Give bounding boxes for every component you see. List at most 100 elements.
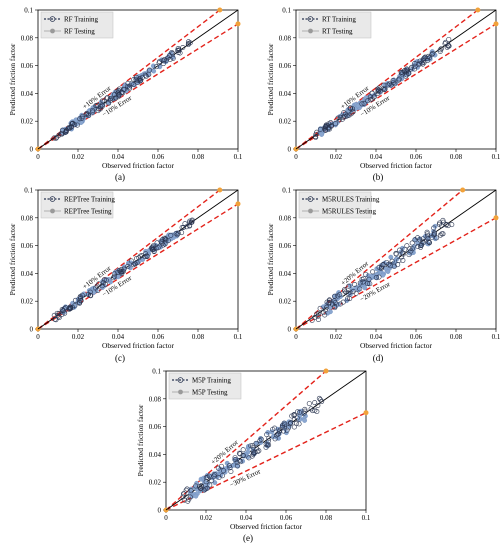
training-point — [182, 221, 188, 227]
training-point — [352, 282, 358, 288]
upper-end-marker — [217, 187, 223, 193]
training-point — [272, 436, 278, 442]
training-point — [281, 422, 287, 428]
legend-training-label: M5P Training — [192, 377, 231, 385]
training-point — [317, 397, 323, 403]
training-point — [309, 317, 315, 323]
legend-testing-label: RF Testing — [64, 28, 95, 36]
training-point — [437, 48, 443, 54]
training-point — [113, 95, 119, 101]
training-point — [409, 240, 415, 246]
legend-testing-marker — [308, 28, 313, 34]
training-point — [425, 239, 431, 245]
training-point — [72, 297, 78, 303]
x-tick-label: 0.08 — [192, 153, 205, 161]
testing-point — [127, 265, 133, 271]
y-tick-label: 0.04 — [279, 270, 292, 278]
training-point — [417, 58, 423, 64]
training-point — [399, 69, 405, 75]
testing-point — [319, 132, 325, 137]
x-tick-label: 0.06 — [410, 333, 423, 341]
training-point — [342, 288, 348, 294]
training-point — [437, 232, 443, 238]
training-point — [121, 86, 127, 92]
training-point — [206, 473, 212, 479]
training-point — [221, 468, 227, 474]
training-point — [215, 465, 221, 471]
y-tick-label: 0 — [288, 146, 292, 154]
lower-error-line — [295, 23, 497, 150]
training-point — [366, 276, 372, 282]
training-point — [132, 261, 138, 267]
training-point — [162, 236, 168, 242]
legend-training-label: REPTree Training — [64, 196, 115, 204]
training-point — [289, 413, 295, 419]
training-point — [404, 67, 410, 73]
training-point — [415, 235, 421, 241]
legend-training-label: M5RULES Training — [322, 196, 380, 204]
training-point — [131, 81, 137, 87]
training-point — [380, 262, 386, 268]
training-point — [429, 234, 435, 240]
training-point — [227, 465, 233, 471]
testing-point — [362, 285, 368, 291]
testing-point — [193, 493, 199, 499]
training-point — [316, 311, 322, 317]
testing-point — [388, 254, 394, 260]
x-tick-label: 0 — [294, 153, 298, 161]
training-point — [361, 100, 367, 106]
x-tick-label: 0.08 — [450, 153, 463, 161]
training-point — [98, 104, 104, 110]
training-point — [347, 105, 353, 111]
training-point — [389, 258, 395, 264]
training-point — [431, 225, 437, 231]
chart-panel-2: 0 0.02 0.04 0.06 0.08 0.1 0 0.02 0.04 0.06 0.08 0.1… — [8, 187, 243, 364]
training-point — [420, 61, 426, 67]
training-point — [291, 411, 297, 417]
training-point — [51, 135, 57, 141]
training-point — [365, 281, 371, 287]
training-point — [314, 129, 320, 135]
training-point — [281, 420, 287, 426]
training-point — [336, 117, 342, 123]
training-point — [240, 447, 246, 453]
training-point — [438, 46, 444, 52]
x-tick-label: 0.02 — [330, 333, 343, 341]
training-point — [347, 296, 353, 302]
training-point — [189, 217, 195, 223]
training-point — [238, 459, 244, 465]
training-point — [404, 243, 410, 249]
training-point — [421, 58, 427, 64]
training-point — [420, 238, 426, 244]
legend-training-marker — [307, 16, 314, 22]
x-tick-label: 0 — [36, 333, 40, 341]
training-point — [67, 304, 73, 310]
training-point — [137, 75, 143, 81]
training-point — [327, 297, 333, 303]
training-point — [399, 71, 405, 77]
training-point — [95, 102, 101, 108]
x-tick-label: 0.02 — [330, 153, 343, 161]
training-point — [121, 266, 127, 272]
y-tick-label: 0.04 — [149, 451, 162, 459]
training-point — [154, 240, 160, 246]
plot-frame — [295, 9, 497, 150]
y-tick-label: 0.08 — [279, 34, 292, 42]
training-point — [161, 235, 167, 241]
training-point — [169, 50, 175, 56]
training-point — [408, 65, 414, 71]
y-tick-label: 0.04 — [21, 270, 34, 278]
training-point — [430, 50, 436, 56]
training-point — [390, 78, 396, 84]
y-tick-label: 0.06 — [279, 242, 292, 250]
training-point — [406, 70, 412, 76]
training-point — [332, 121, 338, 127]
x-tick-label: 0.1 — [492, 153, 501, 161]
legend-testing-label: REPTree Testing — [64, 208, 112, 216]
y-tick-label: 0.1 — [282, 7, 291, 15]
training-point — [408, 248, 414, 254]
lower-error-label: −30% Error — [228, 467, 262, 489]
training-point — [443, 39, 449, 45]
x-axis-label: Observed friction factor — [360, 161, 433, 170]
training-point — [446, 36, 452, 42]
